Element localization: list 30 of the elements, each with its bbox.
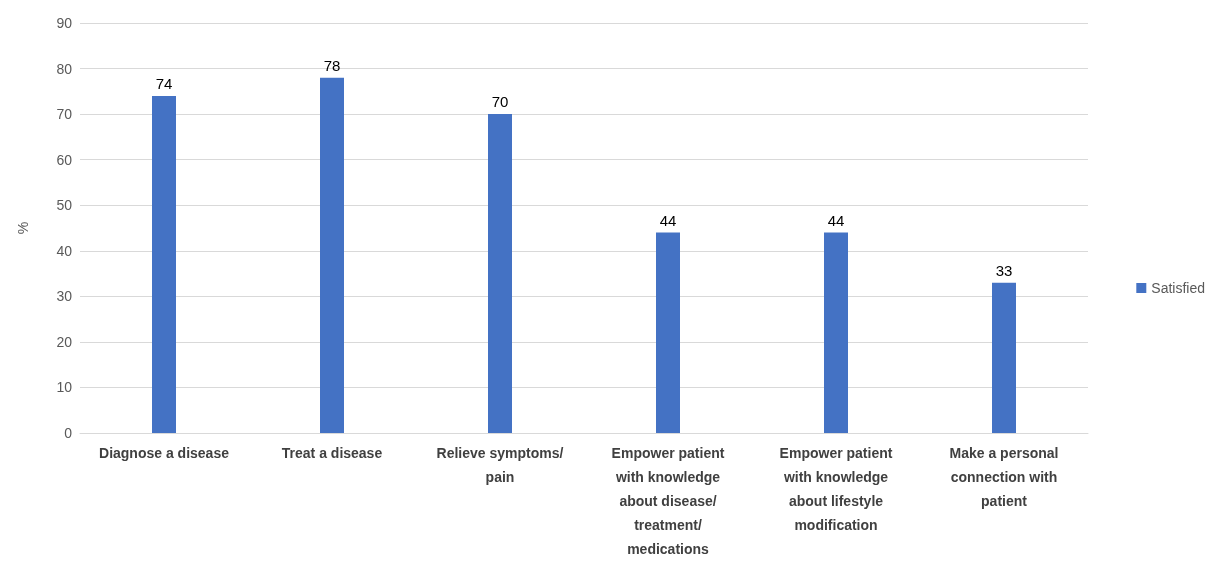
x-tick-label: Diagnose a disease	[99, 445, 230, 461]
y-tick-label: 60	[56, 151, 73, 168]
y-tick-label: 70	[56, 106, 73, 123]
bar	[152, 95, 176, 433]
y-tick-label: 10	[56, 379, 73, 396]
legend-label: Satisfied	[1151, 280, 1206, 296]
bar	[824, 232, 848, 433]
y-tick-label: 90	[56, 15, 73, 31]
bar	[656, 232, 680, 433]
x-tick-label: Empower patient with knowledge about lifestyle modification	[779, 445, 893, 533]
y-tick-label: 30	[56, 288, 73, 305]
x-tick-label: Make a personal connection with patient	[949, 445, 1059, 509]
data-label: 44	[659, 211, 677, 229]
bar	[992, 282, 1016, 433]
y-tick-label: 40	[56, 242, 73, 259]
y-tick-label: 80	[56, 60, 73, 77]
data-label: 70	[491, 93, 509, 111]
bar	[488, 114, 512, 433]
x-tick-label: Treat a disease	[281, 445, 383, 461]
y-tick-label: 50	[56, 197, 73, 214]
data-label: 44	[827, 211, 845, 229]
data-label: 78	[323, 56, 341, 74]
y-axis-title: %	[15, 221, 31, 235]
bar	[320, 77, 344, 433]
x-tick-label: Empower patient with knowledge about disease/treatment/ medications	[611, 445, 725, 557]
data-label: 33	[995, 261, 1013, 279]
y-tick-label: 0	[64, 425, 73, 441]
x-tick-label: Relieve symptoms/pain	[436, 445, 564, 485]
y-tick-label: 20	[56, 333, 73, 350]
data-label: 74	[155, 74, 173, 92]
